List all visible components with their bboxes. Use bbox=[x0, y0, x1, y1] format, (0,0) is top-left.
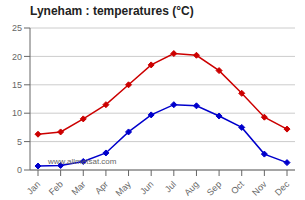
svg-text:Jul: Jul bbox=[163, 179, 178, 194]
svg-text:5: 5 bbox=[17, 137, 22, 147]
svg-text:Nov: Nov bbox=[250, 179, 269, 198]
svg-text:25: 25 bbox=[12, 23, 22, 33]
svg-text:Mar: Mar bbox=[69, 179, 87, 197]
svg-text:Jan: Jan bbox=[25, 179, 42, 196]
svg-text:Oct: Oct bbox=[229, 179, 246, 196]
svg-text:Dec: Dec bbox=[273, 179, 292, 198]
svg-text:Sep: Sep bbox=[205, 179, 223, 197]
svg-text:0: 0 bbox=[17, 165, 22, 175]
html-text:Lyneham : temperatures (°C): Lyneham : temperatures (°C) bbox=[30, 4, 194, 18]
svg-text:May: May bbox=[114, 179, 133, 198]
svg-text:Aug: Aug bbox=[182, 179, 200, 197]
svg-text:Apr: Apr bbox=[93, 179, 110, 196]
svg-text:15: 15 bbox=[12, 80, 22, 90]
svg-text:Feb: Feb bbox=[47, 179, 65, 197]
svg-text:Jun: Jun bbox=[138, 179, 155, 196]
svg-text:10: 10 bbox=[12, 108, 22, 118]
svg-text:20: 20 bbox=[12, 52, 22, 62]
html-text:www.allmetsat.com: www.allmetsat.com bbox=[48, 157, 117, 166]
